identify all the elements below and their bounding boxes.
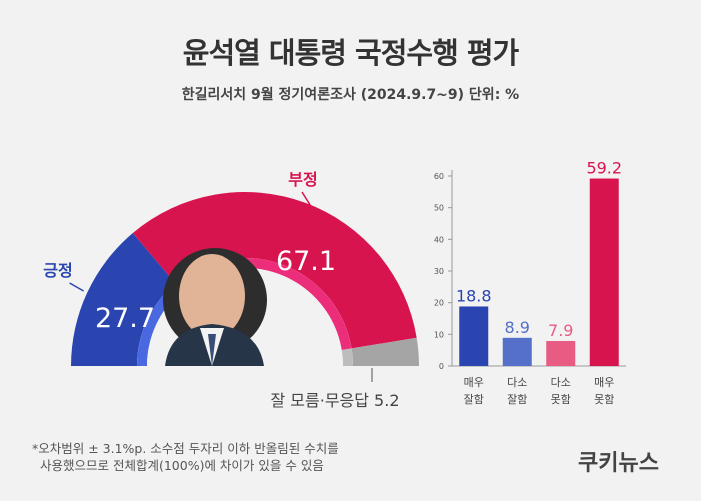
donut-accent-2 <box>341 348 353 366</box>
footnote: *오차범위 ± 3.1%p. 소수점 두자리 이하 반올림된 수치를 사용했으므… <box>32 440 339 474</box>
bar-y-tick-label-1: 10 <box>434 330 444 339</box>
pie-slice-0 <box>71 232 176 366</box>
page-title: 윤석열 대통령 국정수행 평가 <box>182 36 519 70</box>
bar-category-label-3-0: 매우 <box>594 376 614 389</box>
pie-slice-1 <box>132 191 417 349</box>
portrait-tie <box>208 334 216 366</box>
bar-category-label-2-1: 못함 <box>551 393 571 406</box>
bar-category-label-3-1: 못함 <box>594 393 614 406</box>
bar-category-label-2-0: 다소 <box>551 376 571 389</box>
pie-leader-neg <box>301 191 313 209</box>
footnote-line-1: *오차범위 ± 3.1%p. 소수점 두자리 이하 반올림된 수치를 <box>32 441 339 456</box>
bar-category-label-1-0: 다소 <box>507 376 527 389</box>
donut-accent-0 <box>137 283 182 366</box>
brand-logo: 쿠키뉴스 <box>578 451 659 476</box>
bar-y-tick-label-6: 60 <box>434 172 444 181</box>
page-subtitle: 한길리서치 9월 정기여론조사 (2024.9.7~9) 단위: % <box>181 87 520 103</box>
bar-2 <box>546 340 576 366</box>
pie-value-label-neg: 67.1 <box>276 246 336 277</box>
bar-value-label-2: 7.9 <box>548 321 573 340</box>
bar-y-tick-label-0: 0 <box>439 362 444 371</box>
pie-category-label-pos: 긍정 <box>43 261 72 280</box>
bar-category-label-0-0: 매우 <box>464 376 484 389</box>
bar-y-tick-label-4: 40 <box>434 235 444 244</box>
bar-y-tick-label-3: 30 <box>434 267 444 276</box>
bar-1 <box>502 337 532 366</box>
bar-0 <box>459 306 489 366</box>
pie-slice-2 <box>351 337 419 366</box>
pie-value-label-pos: 27.7 <box>95 303 155 334</box>
pie-leader-pos <box>69 282 84 292</box>
footnote-line-2: 사용했으므로 전체합계(100%)에 차이가 있을 수 있음 <box>40 458 324 473</box>
pie-category-label-neg: 부정 <box>288 170 317 189</box>
bar-category-label-1-1: 잘함 <box>507 393 527 406</box>
portrait-face <box>179 254 245 338</box>
donut-accent-1 <box>175 258 352 351</box>
bar-3 <box>589 178 619 366</box>
bar-value-label-0: 18.8 <box>456 286 492 305</box>
bar-value-label-1: 8.9 <box>505 318 530 337</box>
bar-value-label-3: 59.2 <box>586 159 622 178</box>
pie-value-label-dk: 잘 모름·무응답 5.2 <box>270 391 399 410</box>
bar-y-tick-label-2: 20 <box>434 299 444 308</box>
bar-y-tick-label-5: 50 <box>434 204 444 213</box>
bar-category-label-0-1: 잘함 <box>464 393 484 406</box>
